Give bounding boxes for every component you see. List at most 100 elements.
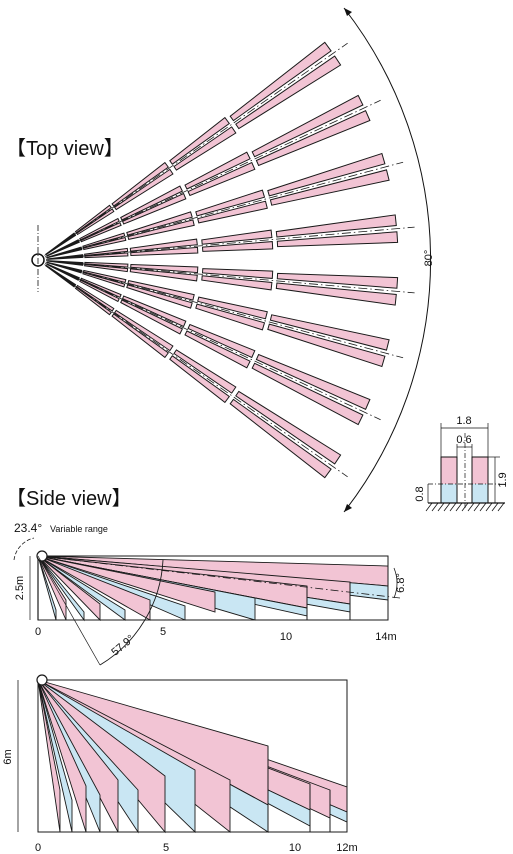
- detection-zone-segment: [255, 110, 371, 167]
- detection-zone-segment: [46, 240, 80, 257]
- zone-axis-line: [44, 264, 348, 478]
- detection-zone-segment: [275, 282, 397, 306]
- detection-zone-segment: [74, 286, 113, 316]
- detection-zone-segment: [269, 169, 390, 206]
- side-variable-range: Variable range: [50, 524, 108, 534]
- detection-zone-segment: [251, 94, 364, 158]
- detection-zone-segment: [127, 280, 195, 301]
- zone-axis-line: [45, 263, 381, 421]
- detection-zone-segment: [269, 314, 390, 351]
- height-detail: 1.8 0.6 0.8 1.9: [414, 415, 509, 512]
- detection-zone-segment: [276, 272, 399, 289]
- detection-zone-segment: [82, 236, 127, 251]
- detection-zone-segment: [45, 233, 77, 256]
- detection-zone-segment: [79, 217, 120, 241]
- zone-axis-line: [45, 99, 381, 257]
- angle-80-label: 80°: [423, 250, 435, 267]
- side-tick-0: 0: [35, 626, 41, 638]
- side-beam: [37, 555, 216, 613]
- detection-zone-segment: [47, 262, 83, 274]
- zone-axis-line: [45, 260, 415, 294]
- detection-zone-segment: [79, 279, 120, 303]
- detection-zone-segment: [80, 222, 122, 243]
- detail-low-blue-left: [441, 484, 457, 503]
- detection-zone-segment: [130, 263, 199, 274]
- detection-zone-segment: [45, 265, 76, 288]
- side-tick-5: 5: [160, 626, 166, 638]
- second-view-chart: [17, 674, 348, 834]
- detection-zone-segment: [84, 261, 129, 268]
- detection-zone-segment: [201, 241, 274, 252]
- side-angle-right: 6.8°: [395, 573, 407, 593]
- side-beam: [37, 679, 61, 833]
- side-beam: [37, 555, 126, 621]
- detection-zone-segment: [229, 398, 332, 479]
- zone-axis-line: [45, 161, 404, 259]
- side-bottom-arc: [99, 559, 164, 666]
- top-view-axes: [31, 7, 432, 513]
- detection-zone-segment: [84, 263, 129, 273]
- detection-zone-segment: [113, 309, 174, 352]
- side-reference-line: [37, 555, 401, 599]
- detection-zone-segment: [126, 284, 193, 309]
- zone-axis-line: [45, 226, 415, 260]
- detection-zone-segment: [129, 238, 198, 252]
- detection-zone-segment: [80, 277, 122, 298]
- detection-zone-segment: [113, 168, 174, 211]
- arc-arrow-top: [344, 8, 352, 16]
- detection-zone-segment: [120, 185, 184, 221]
- detail-height-high: 1.9: [497, 472, 509, 487]
- detection-zone-segment: [201, 268, 274, 279]
- detection-zone-segment: [197, 296, 268, 320]
- side-view-chart: [13, 537, 401, 666]
- second-sensor-icon: [36, 674, 48, 686]
- second-tick-12m: 12m: [336, 842, 357, 854]
- detection-zone-segment: [184, 151, 251, 190]
- detection-zone-segment: [184, 330, 251, 369]
- detection-zone-segment: [82, 232, 126, 249]
- side-tick-10: 10: [280, 631, 292, 643]
- detection-zone-segment: [255, 353, 371, 410]
- detection-zone-segment: [267, 323, 386, 368]
- side-sensor-icon: [36, 550, 48, 562]
- detection-zone-segment: [130, 246, 199, 257]
- detection-zone-segment: [235, 55, 342, 130]
- top-view-title: 【Top view】: [6, 138, 124, 160]
- detail-high-pink-left: [441, 457, 457, 484]
- detection-zone-segment: [169, 355, 231, 404]
- side-tick-14m: 14m: [375, 631, 396, 643]
- detection-zone-segment: [75, 284, 115, 312]
- side-top-arc: [13, 537, 35, 561]
- detection-zone-segment: [195, 189, 266, 217]
- detection-zone-segment: [46, 263, 80, 281]
- zone-axis-line: [45, 261, 404, 359]
- side-beam: [37, 679, 87, 833]
- detection-zone-segment: [111, 161, 170, 207]
- angle-arc: [343, 7, 432, 513]
- detection-zone-segment: [229, 41, 332, 122]
- detection-zone-segment: [169, 116, 231, 165]
- detection-zone-segment: [82, 269, 127, 284]
- detection-zone-segment: [126, 211, 193, 236]
- detection-zone-segment: [82, 271, 126, 288]
- detection-zone-segment: [187, 161, 256, 197]
- detection-zone-segment: [121, 295, 187, 328]
- detection-zone-segment: [201, 275, 273, 291]
- detection-zone-segment: [187, 323, 256, 359]
- side-beam: [37, 555, 67, 621]
- detection-zone-segment: [84, 247, 129, 257]
- detection-zone-segment: [121, 192, 187, 225]
- detail-high-pink-right: [472, 457, 488, 484]
- side-right-arc: [393, 567, 398, 599]
- detection-zone-segment: [75, 208, 115, 236]
- detail-low-blue-right: [472, 484, 488, 503]
- side-frame: [37, 679, 348, 833]
- second-tick-10: 10: [289, 842, 301, 854]
- side-beam: [37, 555, 101, 622]
- detection-zone-segment: [111, 313, 170, 359]
- detection-zone-segment: [275, 214, 397, 238]
- detail-height-low: 0.8: [414, 486, 426, 501]
- top-view-fan: [44, 41, 415, 479]
- arc-arrow-bottom: [344, 504, 352, 512]
- side-angle-ray: [37, 555, 101, 666]
